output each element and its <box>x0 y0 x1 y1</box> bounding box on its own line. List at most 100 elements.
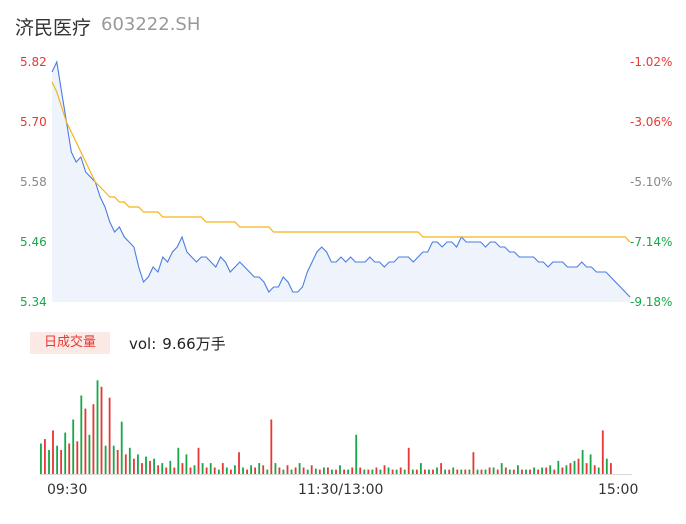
volume-bar <box>553 469 556 474</box>
volume-bar <box>428 469 430 474</box>
volume-bar <box>525 469 527 474</box>
volume-bar <box>464 469 467 474</box>
volume-bar <box>193 465 196 474</box>
volume-bar <box>225 467 228 474</box>
volume-bar <box>56 445 59 474</box>
volume-bar <box>306 469 309 474</box>
volume-bar <box>116 450 119 474</box>
time-tick-label: 09:30 <box>47 482 88 498</box>
volume-bar <box>68 443 71 474</box>
volume-bar <box>217 469 220 474</box>
volume-bar <box>161 463 164 474</box>
volume-bar <box>391 469 394 474</box>
volume-bar <box>500 463 503 474</box>
volume-bar <box>537 469 540 474</box>
volume-bar <box>48 450 50 474</box>
percent-tick-label: -3.06% <box>630 115 673 129</box>
volume-bar <box>149 460 151 474</box>
volume-bar <box>541 467 544 474</box>
volume-bar <box>460 469 463 474</box>
volume-bar <box>262 465 265 474</box>
percent-tick-label: -7.14% <box>630 235 673 249</box>
volume-bar <box>371 469 374 474</box>
volume-bar <box>169 460 172 474</box>
volume-bar <box>585 463 588 474</box>
volume-bar <box>181 463 184 474</box>
volume-bar <box>282 469 285 474</box>
daily-volume-badge[interactable]: 日成交量 <box>30 332 110 354</box>
volume-bar <box>120 421 123 474</box>
volume-bar <box>238 452 240 474</box>
volume-bar <box>456 469 459 474</box>
volume-bar <box>488 467 491 474</box>
volume-bar <box>104 445 107 474</box>
volume-bar <box>424 469 426 474</box>
price-tick-label: 5.34 <box>20 295 47 309</box>
volume-bar <box>492 467 495 474</box>
volume-bar <box>375 467 378 474</box>
volume-bar <box>290 469 293 474</box>
volume-bar <box>92 404 95 474</box>
volume-bar <box>258 463 261 474</box>
volume-bar <box>476 469 479 474</box>
volume-bar <box>165 467 168 474</box>
volume-bar <box>274 463 277 474</box>
volume-bar <box>484 469 487 474</box>
volume-bar <box>124 454 127 474</box>
volume-bar <box>557 460 560 474</box>
price-tick-label: 5.58 <box>20 175 47 189</box>
volume-bar <box>508 469 511 474</box>
volume-bar <box>189 467 192 474</box>
volume-bar <box>367 469 370 474</box>
volume-bar <box>383 465 386 474</box>
volume-bar <box>128 447 131 474</box>
volume-bar <box>468 469 471 474</box>
volume-bar <box>399 467 402 474</box>
volume-bar <box>351 467 354 474</box>
volume-bar <box>266 469 269 474</box>
volume-bar <box>610 463 612 474</box>
volume-bar <box>72 419 75 474</box>
volume-label: vol: <box>129 335 157 353</box>
volume-bar <box>250 465 253 474</box>
price-tick-label: 5.46 <box>20 235 47 249</box>
volume-bar <box>52 430 54 474</box>
volume-bar <box>246 469 249 474</box>
price-tick-label: 5.82 <box>20 55 47 69</box>
volume-bar <box>593 465 596 474</box>
volume-bar <box>157 465 160 474</box>
volume-bar <box>84 408 87 474</box>
volume-bar <box>549 465 552 474</box>
volume-bar <box>234 465 236 474</box>
volume-bar <box>440 463 443 474</box>
volume-bar <box>278 467 281 474</box>
volume-bar <box>436 467 438 474</box>
volume-bar <box>230 469 232 474</box>
volume-bar <box>44 439 46 474</box>
average-price-line <box>51 81 631 243</box>
volume-bar <box>597 467 600 474</box>
volume-bar <box>294 467 297 474</box>
volume-bar <box>496 469 499 474</box>
volume-bar <box>108 397 111 474</box>
volume-bar <box>100 386 103 474</box>
volume-bar <box>314 468 317 475</box>
volume-bar <box>448 469 451 474</box>
volume-bar <box>432 469 434 474</box>
volume-bar <box>561 467 564 474</box>
stock-name: 济民医疗 <box>15 17 92 39</box>
stock-code: 603222.SH <box>101 14 201 35</box>
volume-bar <box>480 469 483 474</box>
volume-bar <box>569 463 572 474</box>
volume-bar <box>395 469 398 474</box>
volume-bar <box>605 458 608 474</box>
volume-bar <box>589 454 592 474</box>
volume-bar <box>112 445 115 474</box>
percent-tick-label: -5.10% <box>630 175 673 189</box>
volume-bar <box>581 450 584 474</box>
volume-bar <box>387 467 390 474</box>
volume-bar <box>60 450 63 474</box>
price-line <box>51 60 631 298</box>
percent-tick-label: -9.18% <box>630 295 673 309</box>
volume-bar <box>323 467 325 474</box>
